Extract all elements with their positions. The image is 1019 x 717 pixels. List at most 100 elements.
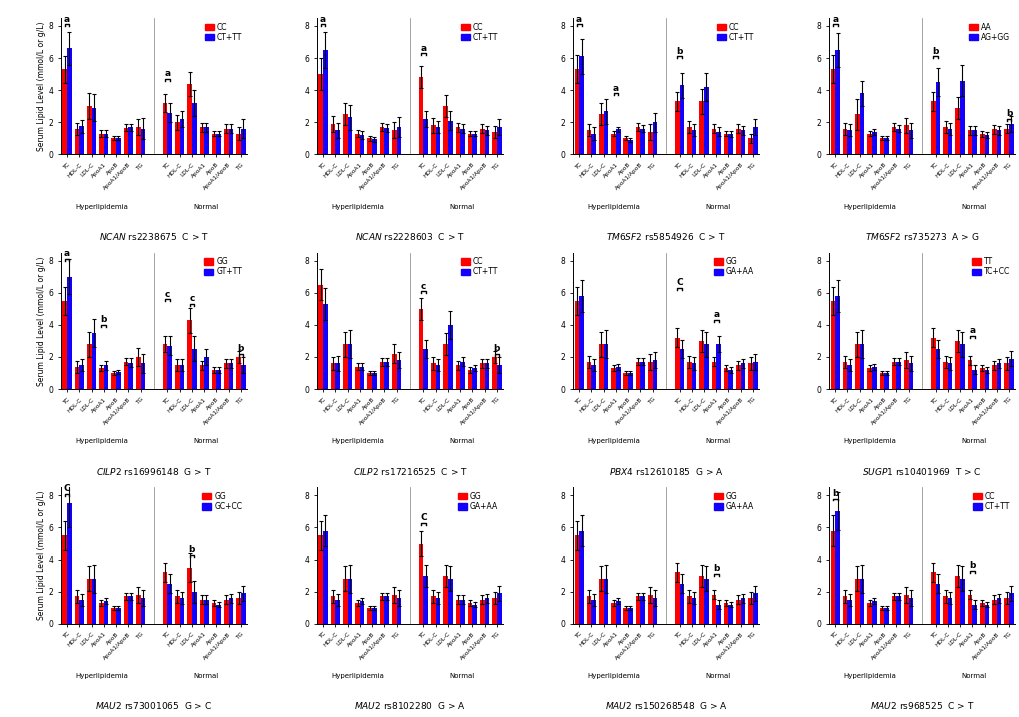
Bar	[104, 365, 108, 389]
Legend: CC, CT+TT: CC, CT+TT	[204, 22, 243, 42]
Bar	[496, 365, 501, 389]
Bar	[847, 365, 851, 389]
Bar	[111, 608, 116, 624]
Bar	[723, 369, 728, 389]
Bar	[628, 608, 632, 624]
Bar	[835, 50, 839, 154]
Bar	[847, 130, 851, 154]
Bar	[484, 598, 489, 624]
Bar	[74, 128, 79, 154]
Bar	[360, 135, 364, 154]
Legend: TT, TC+CC: TT, TC+CC	[970, 257, 1010, 277]
Bar	[496, 593, 501, 624]
Bar	[92, 333, 96, 389]
Text: a: a	[64, 15, 70, 24]
Bar	[896, 128, 900, 154]
Bar	[586, 362, 591, 389]
Bar	[347, 344, 352, 389]
Bar	[1008, 358, 1013, 389]
Bar	[908, 130, 912, 154]
Bar	[983, 604, 988, 624]
Bar	[224, 599, 228, 624]
Bar	[878, 138, 883, 154]
Bar	[435, 127, 440, 154]
Legend: GG, GC+CC: GG, GC+CC	[201, 491, 243, 512]
Bar	[640, 128, 644, 154]
Bar	[586, 597, 591, 624]
Bar	[484, 130, 489, 154]
Text: Normal: Normal	[705, 438, 731, 445]
Bar	[187, 84, 192, 154]
Bar	[903, 595, 908, 624]
Bar	[335, 364, 339, 389]
Bar	[1008, 124, 1013, 154]
Bar	[647, 362, 652, 389]
Bar	[959, 344, 964, 389]
Bar	[460, 362, 465, 389]
Bar	[943, 597, 947, 624]
Bar	[640, 362, 644, 389]
Bar	[603, 579, 607, 624]
Bar	[728, 604, 733, 624]
Bar	[979, 603, 983, 624]
Bar	[342, 579, 347, 624]
Bar	[610, 369, 615, 389]
Y-axis label: Serum Lipid Level (mmol/L or g/L): Serum Lipid Level (mmol/L or g/L)	[37, 491, 46, 620]
Bar	[435, 598, 440, 624]
Bar	[640, 597, 644, 624]
Bar	[866, 369, 871, 389]
Bar	[480, 599, 484, 624]
Bar	[675, 572, 679, 624]
Bar	[431, 364, 435, 389]
Bar	[955, 341, 959, 389]
Bar	[947, 364, 952, 389]
Bar	[419, 543, 423, 624]
Bar	[200, 365, 204, 389]
Text: Normal: Normal	[449, 204, 475, 209]
Bar	[635, 362, 640, 389]
Text: Normal: Normal	[961, 673, 986, 679]
Bar	[598, 344, 603, 389]
Bar	[384, 128, 388, 154]
Bar	[991, 365, 996, 389]
Bar	[687, 127, 691, 154]
Bar	[866, 133, 871, 154]
Bar	[236, 357, 240, 389]
Bar	[468, 370, 472, 389]
Bar	[480, 128, 484, 154]
Bar	[360, 366, 364, 389]
Bar	[236, 598, 240, 624]
Text: Hyperlipidemia: Hyperlipidemia	[75, 204, 128, 209]
Bar	[891, 597, 896, 624]
Bar	[318, 74, 323, 154]
Bar	[391, 353, 396, 389]
Bar	[711, 595, 715, 624]
Text: $\mathit{MAU2}$ rs150268548  G > A: $\mathit{MAU2}$ rs150268548 G > A	[604, 701, 727, 711]
Bar	[979, 369, 983, 389]
Legend: GG, GA+AA: GG, GA+AA	[457, 491, 498, 512]
Text: Normal: Normal	[449, 438, 475, 445]
Bar	[111, 138, 116, 154]
Bar	[736, 599, 740, 624]
Text: Normal: Normal	[961, 438, 986, 445]
Bar	[111, 373, 116, 389]
Bar	[943, 127, 947, 154]
Bar	[829, 531, 835, 624]
Bar	[360, 602, 364, 624]
Bar	[116, 138, 120, 154]
Bar	[752, 593, 757, 624]
Bar	[355, 133, 360, 154]
Bar	[335, 130, 339, 154]
Bar	[204, 127, 209, 154]
Bar	[691, 130, 696, 154]
Bar	[740, 598, 745, 624]
Bar	[947, 598, 952, 624]
Bar	[610, 603, 615, 624]
Bar	[1004, 598, 1008, 624]
Bar	[468, 133, 472, 154]
Bar	[908, 598, 912, 624]
Bar	[574, 70, 579, 154]
Bar	[967, 360, 971, 389]
Bar	[996, 598, 1001, 624]
Bar	[342, 114, 347, 154]
